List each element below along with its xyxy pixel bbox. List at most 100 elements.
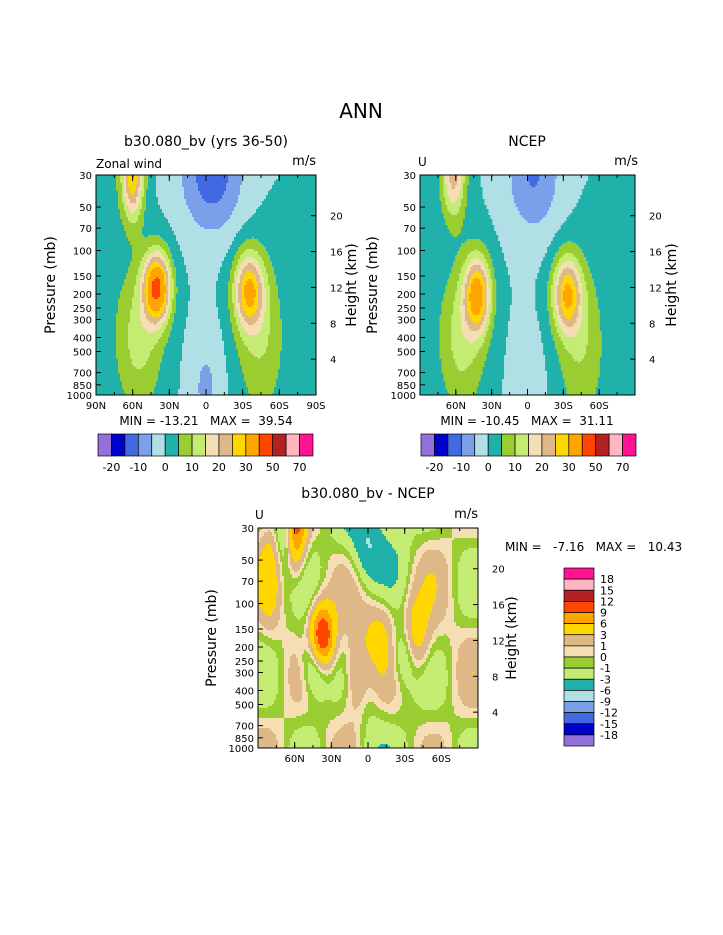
contour-cell bbox=[488, 349, 507, 352]
contour-cell bbox=[140, 263, 145, 266]
contour-cell bbox=[412, 612, 431, 615]
contour-cell bbox=[308, 642, 313, 645]
contour-cell bbox=[448, 576, 453, 579]
contour-cell bbox=[308, 548, 311, 551]
contour-cell bbox=[599, 375, 635, 378]
contour-cell bbox=[588, 317, 601, 320]
contour-cell bbox=[461, 291, 466, 294]
contour-cell bbox=[274, 273, 316, 276]
contour-cell bbox=[262, 293, 267, 296]
contour-cell bbox=[154, 345, 167, 348]
pressure-tick-label: 850 bbox=[73, 381, 92, 392]
contour-cell bbox=[236, 235, 316, 238]
contour-cell bbox=[146, 251, 155, 254]
contour-cell bbox=[276, 570, 281, 573]
contour-cell bbox=[320, 578, 325, 581]
contour-cell bbox=[146, 301, 149, 304]
contour-cell bbox=[492, 337, 507, 340]
contour-cell bbox=[492, 259, 505, 262]
contour-cell bbox=[486, 281, 489, 284]
contour-cell bbox=[174, 283, 177, 286]
contour-cell bbox=[168, 275, 171, 278]
contour-cell bbox=[451, 335, 464, 338]
contour-cell bbox=[560, 273, 576, 276]
contour-cell bbox=[550, 291, 556, 294]
contour-cell bbox=[328, 654, 335, 657]
contour-cell bbox=[314, 638, 319, 641]
contour-cell bbox=[439, 321, 452, 324]
pressure-tick-label: 850 bbox=[397, 381, 416, 392]
contour-cell bbox=[258, 319, 265, 322]
contour-cell bbox=[539, 179, 556, 182]
contour-cell bbox=[502, 393, 548, 395]
contour-cell bbox=[258, 584, 279, 587]
contour-cell bbox=[388, 658, 395, 661]
contour-cell bbox=[362, 566, 399, 569]
contour-cell bbox=[96, 195, 119, 198]
contour-cell bbox=[260, 331, 271, 334]
contour-cell bbox=[266, 305, 271, 308]
contour-cell bbox=[366, 592, 373, 595]
contour-cell bbox=[560, 367, 601, 370]
contour-cell bbox=[564, 381, 599, 384]
contour-cell bbox=[234, 255, 241, 258]
contour-cell bbox=[270, 315, 281, 318]
contour-cell bbox=[166, 319, 169, 322]
contour-cell bbox=[482, 253, 491, 256]
contour-cell bbox=[447, 281, 458, 284]
contour-cell bbox=[338, 648, 351, 651]
contour-cell bbox=[494, 323, 509, 326]
contour-cell bbox=[506, 345, 544, 348]
contour-cell bbox=[498, 235, 556, 238]
contour-cell bbox=[300, 618, 307, 621]
contour-cell bbox=[130, 189, 137, 192]
contour-cell bbox=[326, 646, 333, 649]
contour-cell bbox=[278, 532, 287, 535]
contour-cell bbox=[296, 548, 299, 551]
contour-cell bbox=[258, 594, 277, 597]
contour-cell bbox=[96, 363, 119, 366]
contour-cell bbox=[455, 201, 462, 204]
contour-cell bbox=[336, 608, 381, 611]
contour-cell bbox=[150, 265, 163, 268]
contour-cell bbox=[494, 267, 509, 270]
contour-cell bbox=[562, 343, 589, 346]
contour-cell bbox=[404, 644, 409, 647]
contour-cell bbox=[462, 642, 478, 645]
contour-cell bbox=[146, 297, 149, 300]
contour-cell bbox=[286, 616, 297, 619]
contour-cell bbox=[296, 634, 303, 637]
contour-cell bbox=[228, 285, 233, 288]
contour-cell bbox=[126, 187, 131, 190]
contour-cell bbox=[599, 361, 635, 364]
contour-cell bbox=[396, 552, 411, 555]
contour-cell bbox=[284, 660, 291, 663]
contour-cell bbox=[572, 355, 585, 358]
contour-cell bbox=[172, 253, 183, 256]
contour-cell bbox=[292, 576, 299, 579]
contour-cell bbox=[406, 578, 411, 581]
contour-cell bbox=[504, 357, 546, 360]
contour-cell bbox=[412, 572, 417, 575]
contour-cell bbox=[453, 313, 462, 316]
contour-cell bbox=[348, 636, 367, 639]
contour-cell bbox=[463, 283, 466, 286]
contour-cell bbox=[597, 381, 635, 384]
contour-cell bbox=[208, 365, 227, 368]
contour-cell bbox=[186, 271, 221, 274]
contour-cell bbox=[116, 179, 121, 182]
contour-cell bbox=[154, 389, 179, 392]
contour-cell bbox=[166, 301, 169, 304]
contour-cell bbox=[280, 353, 316, 356]
contour-cell bbox=[170, 293, 175, 296]
contour-cell bbox=[200, 377, 213, 380]
panel-difference: b30.080_bv - NCEP U m/s 3050701001502002… bbox=[204, 486, 682, 765]
contour-cell bbox=[564, 315, 574, 318]
y2-axis-label: Height (km) bbox=[344, 243, 360, 326]
contour-cell bbox=[308, 556, 313, 559]
contour-cell bbox=[388, 662, 395, 665]
contour-cell bbox=[549, 311, 554, 314]
contour-cell bbox=[535, 309, 548, 312]
contour-cell bbox=[404, 628, 407, 631]
contour-cell bbox=[216, 293, 229, 296]
